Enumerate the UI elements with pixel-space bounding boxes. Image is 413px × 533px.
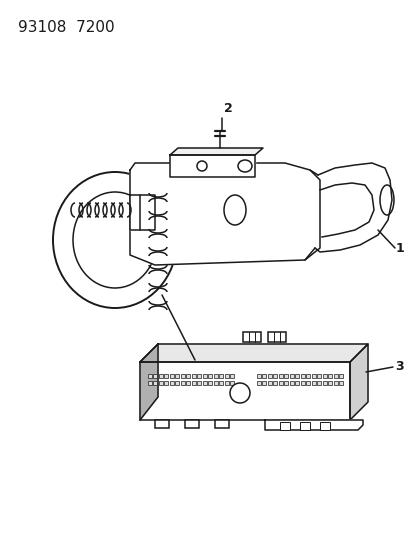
Bar <box>295 374 299 378</box>
Bar <box>214 420 228 428</box>
Bar <box>202 374 206 378</box>
Bar <box>328 374 332 378</box>
Polygon shape <box>349 344 367 420</box>
Bar <box>153 374 157 378</box>
Bar <box>147 374 152 378</box>
Text: 2: 2 <box>223 102 232 115</box>
Ellipse shape <box>223 195 245 225</box>
Bar <box>175 374 179 378</box>
Bar <box>170 374 173 378</box>
Bar <box>306 381 310 385</box>
Bar <box>214 374 218 378</box>
Bar <box>219 374 223 378</box>
Bar <box>153 381 157 385</box>
Ellipse shape <box>237 160 252 172</box>
Bar <box>262 374 266 378</box>
Bar <box>180 381 185 385</box>
Polygon shape <box>130 163 319 265</box>
Bar <box>170 381 173 385</box>
Bar <box>339 381 343 385</box>
Text: 93108  7200: 93108 7200 <box>18 20 114 35</box>
Polygon shape <box>140 344 158 420</box>
Bar <box>333 381 337 385</box>
Bar <box>192 381 195 385</box>
Bar <box>208 374 212 378</box>
Bar <box>219 381 223 385</box>
Polygon shape <box>170 155 254 177</box>
Bar <box>224 374 228 378</box>
Bar <box>180 374 185 378</box>
Bar <box>197 381 201 385</box>
Bar <box>208 381 212 385</box>
Ellipse shape <box>73 192 157 288</box>
Bar <box>242 332 260 342</box>
Bar <box>295 381 299 385</box>
Bar <box>284 374 288 378</box>
Bar <box>262 381 266 385</box>
Circle shape <box>230 383 249 403</box>
Bar <box>289 381 293 385</box>
Bar <box>322 381 326 385</box>
Bar <box>267 374 271 378</box>
Bar <box>289 374 293 378</box>
Ellipse shape <box>379 185 393 215</box>
Bar <box>159 381 163 385</box>
Bar <box>284 381 288 385</box>
Bar <box>192 374 195 378</box>
Bar <box>147 381 152 385</box>
Bar <box>230 381 234 385</box>
Bar <box>279 422 289 430</box>
Bar <box>267 381 271 385</box>
Text: 1: 1 <box>395 241 404 254</box>
Bar <box>319 422 329 430</box>
Bar <box>267 332 285 342</box>
Bar <box>186 381 190 385</box>
Bar <box>256 374 260 378</box>
Bar <box>278 374 282 378</box>
Bar <box>230 374 234 378</box>
Bar <box>186 374 190 378</box>
Bar <box>154 420 169 428</box>
Bar <box>339 374 343 378</box>
Bar <box>159 374 163 378</box>
Circle shape <box>197 161 206 171</box>
Polygon shape <box>264 420 362 430</box>
Bar <box>185 420 199 428</box>
Bar <box>214 381 218 385</box>
Bar <box>311 381 315 385</box>
Bar <box>328 381 332 385</box>
Bar <box>175 381 179 385</box>
Bar <box>197 374 201 378</box>
Bar <box>273 381 277 385</box>
Bar <box>273 374 277 378</box>
Bar <box>317 374 321 378</box>
Bar <box>202 381 206 385</box>
Ellipse shape <box>53 172 177 308</box>
Polygon shape <box>140 344 367 362</box>
Bar <box>300 381 304 385</box>
Bar <box>317 381 321 385</box>
Bar <box>333 374 337 378</box>
Polygon shape <box>130 195 154 230</box>
Bar <box>311 374 315 378</box>
Text: 3: 3 <box>394 360 403 374</box>
Polygon shape <box>140 362 349 420</box>
Bar <box>256 381 260 385</box>
Bar <box>164 374 168 378</box>
Bar <box>322 374 326 378</box>
Bar <box>224 381 228 385</box>
Bar <box>306 374 310 378</box>
Bar <box>164 381 168 385</box>
Bar <box>278 381 282 385</box>
Polygon shape <box>170 148 262 155</box>
Bar <box>300 374 304 378</box>
Bar <box>299 422 309 430</box>
